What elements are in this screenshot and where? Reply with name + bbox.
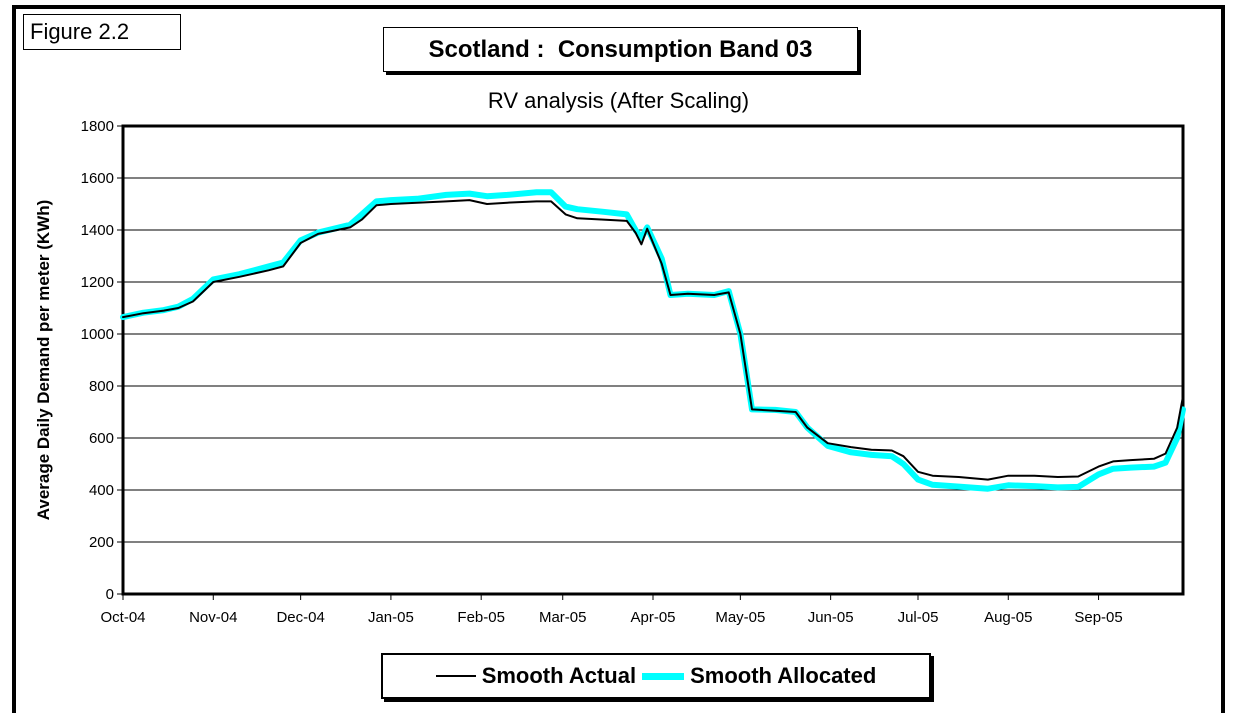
series-lines	[120, 189, 1186, 492]
gridlines	[123, 177, 1183, 543]
legend-label-actual: Smooth Actual	[481, 663, 637, 688]
legend-swatch-actual	[435, 675, 476, 677]
legend-item-allocated: Smooth Allocated	[636, 663, 876, 689]
chart-subtitle: RV analysis (After Scaling)	[487, 88, 750, 113]
figure-label: Figure 2.2	[23, 14, 181, 50]
y-tick-label: 1600	[81, 170, 114, 187]
x-tick-label: Aug-05	[984, 609, 1032, 626]
legend-swatch-allocated	[642, 672, 685, 680]
plot-area	[121, 124, 1185, 596]
y-axis-label: Average Daily Demand per meter (KWh)	[34, 200, 53, 521]
x-tick-label: Apr-05	[630, 609, 675, 626]
series-line-smooth-allocated	[120, 189, 1186, 492]
y-tick-label: 1200	[81, 274, 114, 291]
x-tick-label: Dec-04	[276, 609, 324, 626]
chart-title: Scotland : Consumption Band 03	[383, 27, 858, 72]
y-tick-label: 800	[89, 378, 114, 395]
x-tick-label: Nov-04	[189, 609, 237, 626]
y-tick-label: 600	[89, 430, 114, 447]
y-tick-label: 1000	[81, 326, 114, 343]
y-tick-label: 1400	[81, 222, 114, 239]
x-tick-label: Jun-05	[808, 609, 854, 626]
legend-item-actual: Smooth Actual	[435, 663, 637, 689]
series-line-smooth-actual	[122, 199, 1184, 481]
x-tick-label: Oct-04	[100, 609, 145, 626]
y-tick-label: 0	[106, 586, 114, 603]
x-tick-label: Jan-05	[368, 609, 414, 626]
legend-label-allocated: Smooth Allocated	[690, 663, 877, 688]
y-tick-label: 400	[89, 482, 114, 499]
y-tick-label: 1800	[81, 118, 114, 135]
x-tick-label: Sep-05	[1074, 609, 1122, 626]
x-tick-label: May-05	[715, 609, 765, 626]
x-tick-label: Mar-05	[539, 609, 587, 626]
x-tick-label: Feb-05	[457, 609, 505, 626]
x-axis-ticks: Oct-04 Nov-04 Dec-04 Jan-05 Feb-05 Mar-05 Apr-…	[100, 594, 1123, 626]
legend: Smooth Actual Smooth Allocated	[381, 653, 931, 699]
y-axis-ticks: 0 200 400 600 800 1000 1200 1400 1600 1800	[81, 118, 123, 603]
x-tick-label: Jul-05	[898, 609, 939, 626]
y-tick-label: 200	[89, 534, 114, 551]
